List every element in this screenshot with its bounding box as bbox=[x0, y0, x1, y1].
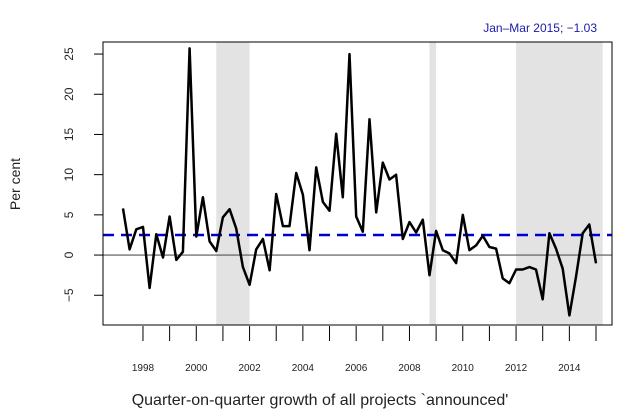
y-tick-label: 0 bbox=[62, 251, 76, 258]
y-tick-label: 25 bbox=[62, 47, 76, 61]
annotation-label: Jan–Mar 2015; −1.03 bbox=[483, 21, 597, 35]
y-tick-label: −5 bbox=[62, 288, 76, 302]
y-axis: −5 0 5 10 15 20 25 bbox=[62, 47, 103, 302]
x-tick-label: 1998 bbox=[132, 363, 155, 374]
shaded-period bbox=[429, 42, 437, 325]
x-tick-label: 2006 bbox=[345, 363, 368, 374]
x-tick-label: 2012 bbox=[505, 363, 528, 374]
x-axis: 1998 2000 2002 2004 2006 2008 2010 2012 2014 bbox=[132, 326, 597, 374]
x-tick-label: 2004 bbox=[292, 363, 315, 374]
recession-shading bbox=[216, 42, 603, 325]
series-line bbox=[121, 47, 598, 317]
y-tick-label: 10 bbox=[62, 168, 76, 182]
y-tick-label: 5 bbox=[62, 211, 76, 218]
plot-frame bbox=[102, 41, 613, 326]
x-tick-label: 2008 bbox=[398, 363, 421, 374]
shaded-period bbox=[516, 42, 603, 325]
y-axis-label: Per cent bbox=[7, 158, 23, 210]
x-tick-label: 2014 bbox=[558, 363, 581, 374]
x-tick-label: 2010 bbox=[452, 363, 475, 374]
y-tick-label: 20 bbox=[62, 87, 76, 101]
shaded-period bbox=[216, 42, 250, 325]
y-tick-label: 15 bbox=[62, 127, 76, 141]
x-tick-label: 2002 bbox=[238, 363, 261, 374]
x-axis-label: Quarter-on-quarter growth of all project… bbox=[132, 392, 509, 409]
x-tick-label: 2000 bbox=[185, 363, 208, 374]
